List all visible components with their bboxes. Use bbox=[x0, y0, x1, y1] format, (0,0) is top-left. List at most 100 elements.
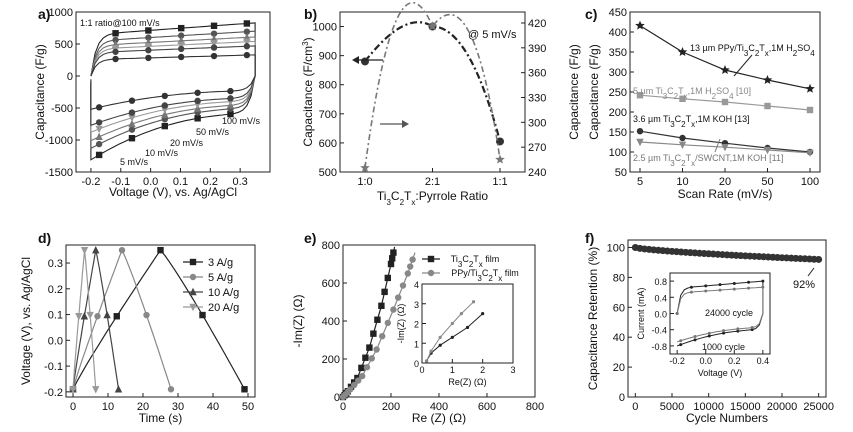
panel-f-x-tick: 5000 bbox=[660, 401, 684, 413]
legend-label: 5 A/g bbox=[208, 272, 233, 284]
panel-e-inset-y-tick: 0 bbox=[414, 359, 419, 369]
panel-d-y-tick: 0.3 bbox=[48, 258, 63, 270]
panel-c-point bbox=[763, 146, 772, 155]
panel-b-y-tick: 900 bbox=[319, 51, 337, 63]
panel-e-inset-x-tick: 2 bbox=[480, 365, 485, 375]
panel-label-e: e) bbox=[304, 230, 316, 246]
cv-marker bbox=[112, 30, 119, 37]
panel-d-point bbox=[199, 311, 206, 319]
panel-f-inset-point bbox=[675, 312, 679, 315]
panel-f-inset-point bbox=[689, 290, 693, 294]
panel-e-inset-x-tick: 1 bbox=[450, 365, 455, 375]
cv-marker bbox=[161, 110, 169, 118]
cv-marker bbox=[178, 32, 185, 39]
legend-label: 20 A/g bbox=[208, 302, 239, 314]
panel-c-point bbox=[636, 92, 644, 99]
panel-f-y-tick: 60 bbox=[613, 302, 625, 314]
panel-e-inset-point bbox=[459, 312, 464, 316]
panel-f-y-tick: 100 bbox=[607, 242, 625, 254]
cv-marker bbox=[194, 97, 201, 105]
panel-a-y-tick: -500 bbox=[51, 103, 73, 115]
panel-d-x-tick: 50 bbox=[242, 401, 254, 413]
panel-e-point bbox=[363, 364, 371, 371]
panel-e-point bbox=[390, 249, 397, 256]
panel-c-y-tick: 250 bbox=[609, 87, 627, 99]
panel-c-y-tick: 200 bbox=[609, 107, 627, 119]
panel-f-inset-point bbox=[736, 329, 740, 333]
panel-e-inset-y-label: -Im(Z) (Ω) bbox=[396, 304, 406, 344]
panel-e-point bbox=[368, 355, 375, 362]
panel-a-x-tick: 0.1 bbox=[173, 176, 188, 188]
panel-a-y-label: Capacitance (F/g) bbox=[33, 44, 47, 139]
panel-c-y-tick: 100 bbox=[609, 147, 627, 159]
panel-a-x-tick: 0.2 bbox=[203, 176, 218, 188]
panel-label-d: d) bbox=[38, 230, 51, 246]
panel-a-x-label: Voltage (V), vs. Ag/AgCl bbox=[109, 185, 237, 199]
panel-a-y-tick: 500 bbox=[55, 39, 73, 51]
panel-f-inset-point bbox=[707, 331, 711, 335]
panel-c-point bbox=[720, 65, 730, 74]
panel-e-point bbox=[404, 270, 411, 277]
panel-c-x-tick: 10 bbox=[676, 176, 688, 188]
panel-a-y-tick: 1000 bbox=[49, 7, 73, 19]
panel-c-point bbox=[679, 134, 686, 142]
panel-a-y-tick: 0 bbox=[67, 71, 73, 83]
panel-e-y-tick: 400 bbox=[322, 316, 340, 328]
panel-c-y-tick: 50 bbox=[615, 167, 627, 179]
panel-e-point bbox=[358, 364, 365, 372]
panel-b-y2-label: Capacitance (F/g) bbox=[567, 44, 581, 139]
cv-marker bbox=[95, 104, 103, 111]
panel-c-point bbox=[806, 106, 814, 114]
panel-f-inset-point bbox=[679, 343, 683, 347]
panel-f-frame bbox=[627, 239, 827, 398]
cv-marker bbox=[178, 53, 185, 61]
cv-marker bbox=[243, 20, 251, 27]
panel-b-y-tick: 800 bbox=[319, 80, 337, 92]
panel-f-inset-point bbox=[732, 281, 736, 285]
panel-e-inset-point bbox=[438, 343, 442, 347]
panel-c-point bbox=[721, 98, 729, 106]
panel-d-point bbox=[69, 386, 77, 394]
panel-d-x-tick: 30 bbox=[172, 401, 184, 413]
panel-d-point bbox=[118, 246, 126, 254]
panel-label-c: c) bbox=[585, 6, 597, 22]
panel-b-y-tick: 700 bbox=[319, 109, 337, 121]
panel-c-pointer bbox=[733, 54, 753, 77]
panel-e-inset-point bbox=[481, 312, 485, 316]
panel-d-y-tick: 0.2 bbox=[48, 284, 63, 296]
panel-e-point bbox=[384, 274, 391, 282]
cv-marker bbox=[243, 43, 251, 50]
panel-e-inset-line bbox=[426, 301, 474, 362]
panel-e-point bbox=[379, 333, 386, 340]
panel-f-inset-y-label: Current (mA) bbox=[636, 287, 646, 339]
cv-marker bbox=[243, 51, 251, 59]
panel-e-inset-point bbox=[465, 325, 470, 330]
panel-a-x-tick: 0.0 bbox=[143, 176, 158, 188]
panel-e-point bbox=[378, 302, 385, 309]
panel-e-inset-x-label: Re(Z) (Ω) bbox=[448, 377, 486, 387]
panel-f-inset-y-tick: -0.8 bbox=[651, 342, 667, 352]
panel-c-x-tick: 100 bbox=[801, 176, 819, 188]
panel-e-point bbox=[399, 282, 407, 289]
panel-e-x-tick: 400 bbox=[430, 401, 448, 413]
cv-marker bbox=[145, 27, 152, 34]
panel-f-inset-point bbox=[679, 339, 683, 343]
cv-marker bbox=[161, 92, 168, 100]
panel-e-y-label: -Im(Z) (Ω) bbox=[291, 295, 305, 348]
panel-c-point bbox=[679, 95, 686, 102]
cv-marker bbox=[227, 87, 234, 95]
panel-d-point bbox=[103, 310, 111, 319]
panel-e-x-label: Re (Z) (Ω) bbox=[412, 411, 466, 425]
panel-c-x-label: Scan Rate (mV/s) bbox=[678, 187, 773, 201]
panel-f-inset-point bbox=[718, 288, 722, 292]
panel-f-inset-y-tick: 0.8 bbox=[654, 277, 667, 287]
panel-c-x-tick: 50 bbox=[761, 176, 773, 188]
panel-e-point bbox=[381, 288, 388, 296]
panel-d-point bbox=[92, 245, 100, 254]
panel-e-point bbox=[362, 354, 369, 361]
panel-b-x-tick: 1:1 bbox=[492, 176, 507, 188]
panel-f-inset-x-tick: 0.2 bbox=[728, 356, 741, 366]
panel-f-inset-point bbox=[689, 285, 693, 289]
panel-b-y-label: Capacitance (F/cm3) bbox=[301, 37, 316, 146]
